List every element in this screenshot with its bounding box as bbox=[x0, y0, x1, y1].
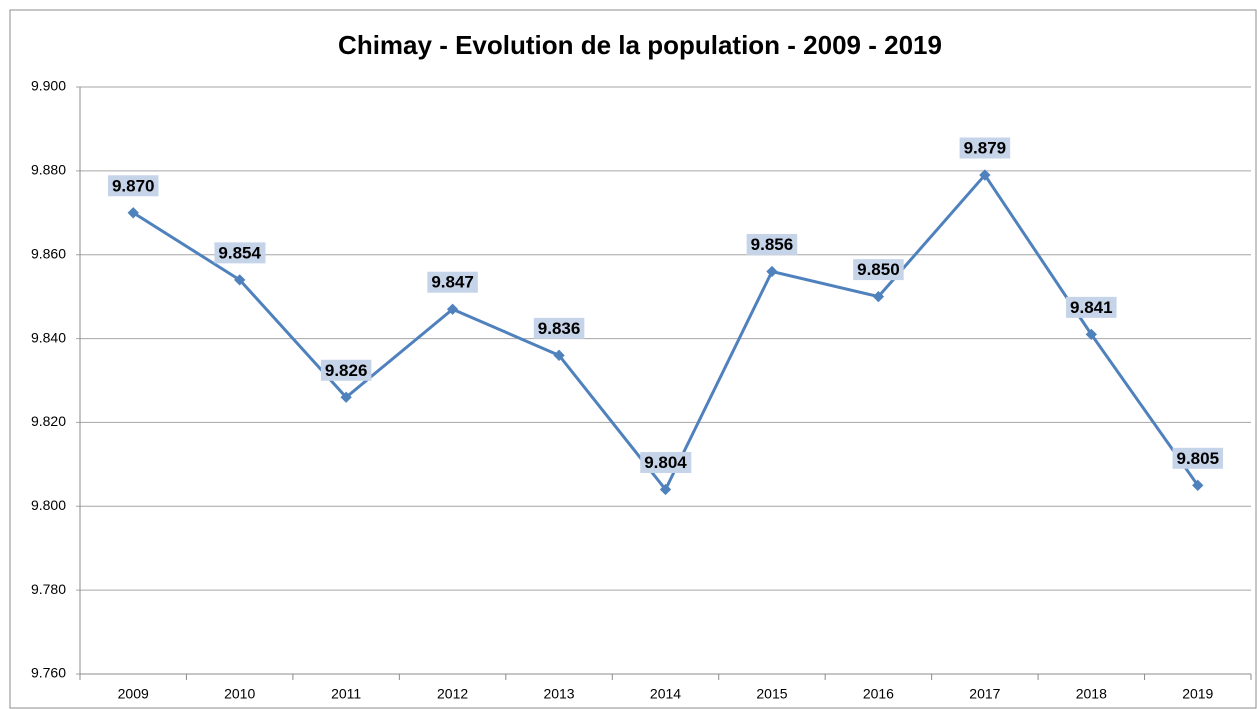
data-label-group: 9.826 bbox=[320, 359, 372, 381]
marker bbox=[340, 391, 352, 403]
x-tick-label: 2013 bbox=[543, 686, 574, 702]
data-label: 9.847 bbox=[431, 273, 474, 292]
x-tick-label: 2012 bbox=[437, 686, 468, 702]
data-label: 9.805 bbox=[1176, 449, 1219, 468]
y-tick-label: 9.900 bbox=[31, 78, 66, 94]
y-tick-label: 9.840 bbox=[31, 329, 66, 345]
data-label-group: 9.854 bbox=[214, 242, 266, 264]
marker bbox=[234, 274, 246, 286]
marker bbox=[872, 290, 885, 303]
data-label-group: 9.847 bbox=[427, 271, 478, 293]
y-tick-label: 9.860 bbox=[31, 245, 66, 261]
data-label-bg bbox=[640, 451, 692, 473]
data-label: 9.870 bbox=[112, 176, 155, 195]
y-tick-label: 9.760 bbox=[31, 665, 66, 681]
x-tick-label: 2014 bbox=[650, 686, 681, 702]
data-label-bg bbox=[214, 242, 266, 264]
marker bbox=[659, 483, 672, 496]
data-label-bg bbox=[746, 233, 798, 255]
x-tick-label: 2019 bbox=[1182, 686, 1213, 702]
data-label: 9.804 bbox=[644, 453, 687, 472]
data-label-group: 9.805 bbox=[1172, 447, 1224, 469]
y-tick-label: 9.780 bbox=[31, 581, 66, 597]
data-label-bg bbox=[320, 359, 372, 381]
data-label-bg bbox=[427, 271, 478, 293]
chart-title: Chimay - Evolution de la population - 20… bbox=[338, 30, 942, 60]
data-label: 9.879 bbox=[964, 139, 1007, 158]
data-label: 9.841 bbox=[1070, 298, 1113, 317]
data-label-bg bbox=[853, 259, 904, 281]
data-label-group: 9.841 bbox=[1066, 296, 1117, 318]
data-label-bg bbox=[1066, 296, 1117, 318]
data-label-bg bbox=[107, 175, 159, 197]
y-tick-label: 9.820 bbox=[31, 413, 66, 429]
x-tick-label: 2018 bbox=[1076, 686, 1107, 702]
data-label-group: 9.879 bbox=[959, 137, 1011, 159]
marker bbox=[446, 303, 459, 315]
x-tick-label: 2009 bbox=[118, 686, 149, 702]
chart-border bbox=[9, 9, 1257, 709]
x-tick-label: 2010 bbox=[224, 686, 255, 702]
data-label-group: 9.804 bbox=[640, 451, 692, 473]
data-label-group: 9.850 bbox=[853, 259, 904, 281]
data-label: 9.826 bbox=[325, 361, 368, 380]
data-label-group: 9.856 bbox=[746, 233, 798, 255]
marker bbox=[127, 207, 139, 219]
data-label-bg bbox=[533, 317, 585, 339]
marker bbox=[1085, 328, 1097, 341]
data-label: 9.854 bbox=[218, 243, 261, 262]
x-tick-label: 2011 bbox=[331, 686, 361, 702]
data-label-bg bbox=[1172, 447, 1224, 469]
marker bbox=[979, 169, 991, 181]
x-tick-label: 2016 bbox=[863, 686, 894, 702]
x-tick-label: 2015 bbox=[756, 686, 787, 702]
y-tick-label: 9.880 bbox=[31, 162, 66, 178]
data-label: 9.856 bbox=[751, 235, 794, 254]
data-label-bg bbox=[959, 137, 1011, 159]
data-label: 9.836 bbox=[538, 319, 581, 338]
data-label: 9.850 bbox=[857, 260, 900, 279]
marker bbox=[1192, 479, 1204, 491]
data-label-group: 9.870 bbox=[107, 175, 159, 197]
data-label-group: 9.836 bbox=[533, 317, 585, 339]
y-tick-label: 9.800 bbox=[31, 497, 66, 513]
marker bbox=[766, 265, 778, 278]
marker bbox=[553, 349, 565, 361]
x-tick-label: 2017 bbox=[969, 686, 1000, 702]
